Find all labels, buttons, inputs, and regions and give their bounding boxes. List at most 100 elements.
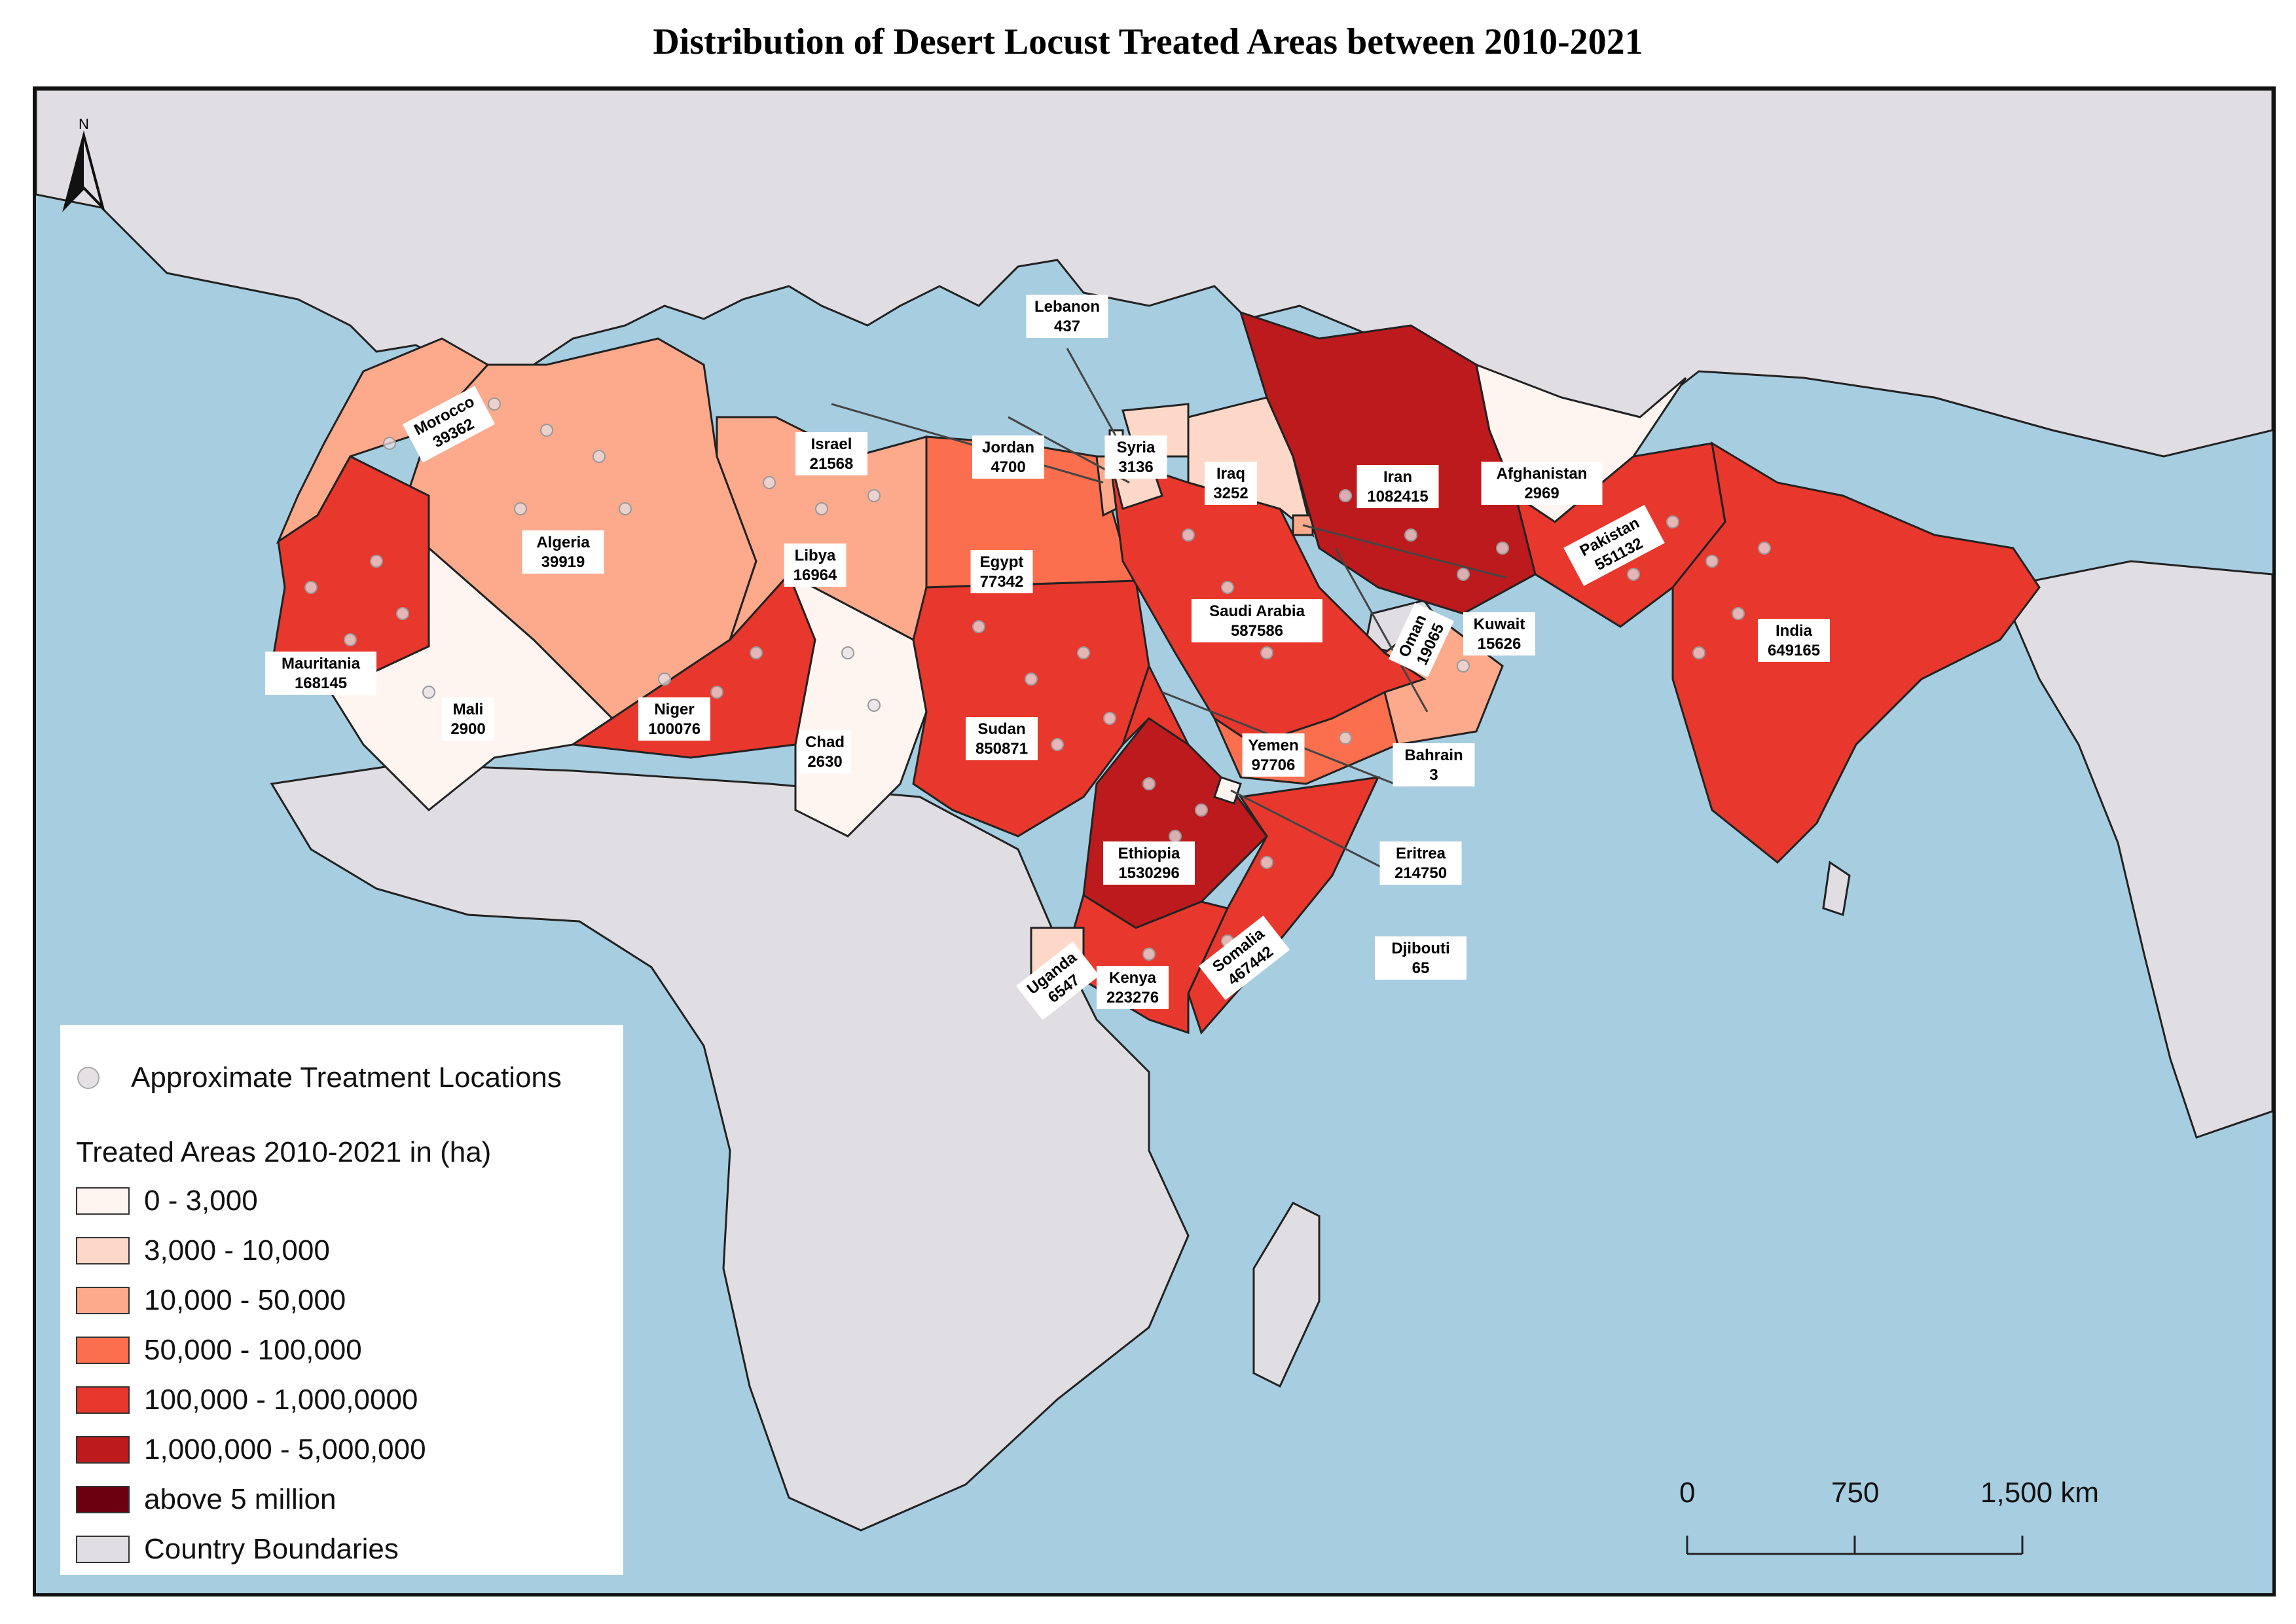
leader-lebanon bbox=[1066, 348, 1118, 437]
treatment-dot bbox=[763, 476, 776, 489]
country-label-syria: Syria 3136 bbox=[1104, 435, 1167, 479]
legend-dots-label: Approximate Treatment Locations bbox=[131, 1061, 562, 1094]
legend-dot-icon bbox=[77, 1067, 100, 1089]
legend-swatch bbox=[76, 1486, 130, 1513]
country-label-saudi-arabia: Saudi Arabia 587586 bbox=[1192, 599, 1322, 642]
legend: Approximate Treatment Locations Treated … bbox=[60, 1025, 623, 1575]
country-india[interactable] bbox=[1671, 441, 2041, 864]
treatment-dot bbox=[422, 686, 435, 699]
treatment-dot bbox=[396, 607, 409, 620]
treatment-dot bbox=[1182, 528, 1195, 542]
country-value: 3252 bbox=[1213, 485, 1248, 502]
treatment-dot bbox=[1103, 712, 1116, 725]
treatment-dot bbox=[1260, 856, 1273, 869]
legend-row-class-1: 3,000 - 10,000 bbox=[76, 1234, 330, 1267]
page-title: Distribution of Desert Locust Treated Ar… bbox=[653, 22, 1643, 62]
country-eritrea[interactable] bbox=[1121, 663, 1191, 748]
treatment-dot bbox=[1705, 555, 1719, 568]
country-value: 587586 bbox=[1231, 622, 1283, 640]
treatment-dot bbox=[1692, 646, 1705, 659]
legend-swatch bbox=[76, 1386, 130, 1414]
country-value: 214750 bbox=[1394, 864, 1447, 882]
treatment-dot bbox=[370, 555, 383, 568]
treatment-dot bbox=[658, 673, 671, 686]
country-name: Egypt bbox=[980, 553, 1024, 571]
country-name: Sudan bbox=[977, 720, 1025, 738]
scale-tick-1500: 1,500 km bbox=[1980, 1477, 2099, 1509]
treatment-dot bbox=[867, 699, 881, 712]
country-label-afghanistan: Afghanistan 2969 bbox=[1481, 462, 1603, 505]
north-label: N bbox=[79, 116, 89, 132]
country-name: Israel bbox=[811, 435, 852, 453]
country-value: 1082415 bbox=[1367, 488, 1428, 506]
country-sudan[interactable] bbox=[912, 580, 1150, 838]
country-name: Jordan bbox=[982, 439, 1034, 456]
legend-swatch bbox=[76, 1536, 130, 1563]
leader-israel bbox=[831, 403, 1104, 484]
treatment-dot bbox=[1666, 515, 1679, 528]
legend-class-label: above 5 million bbox=[144, 1483, 337, 1515]
leader-bahrain bbox=[1334, 547, 1429, 712]
treatment-dot bbox=[1339, 489, 1352, 502]
scale-bar-line bbox=[1686, 1536, 2024, 1555]
legend-row-class-0: 0 - 3,000 bbox=[76, 1185, 258, 1217]
treatment-dot bbox=[1404, 528, 1417, 542]
legend-row-class-5: 1,000,000 - 5,000,000 bbox=[76, 1433, 426, 1466]
treatment-dot bbox=[540, 424, 553, 437]
land-africa-south bbox=[270, 763, 1190, 1532]
country-value: 77342 bbox=[980, 573, 1024, 591]
country-djibouti[interactable] bbox=[1213, 776, 1242, 805]
legend-swatch bbox=[76, 1337, 130, 1364]
treatment-dot bbox=[1051, 738, 1064, 751]
legend-boundaries-label: Country Boundaries bbox=[144, 1533, 399, 1565]
country-name: India bbox=[1776, 622, 1813, 640]
country-label-india: India 649165 bbox=[1758, 619, 1830, 662]
country-value: 2630 bbox=[807, 753, 842, 771]
country-label-kenya: Kenya 223276 bbox=[1097, 966, 1169, 1009]
country-value: 4700 bbox=[991, 458, 1025, 476]
treatment-dot bbox=[344, 633, 357, 646]
country-name: Yemen bbox=[1248, 737, 1298, 754]
leader-kuwait bbox=[1302, 524, 1506, 579]
legend-row-class-4: 100,000 - 1,000,0000 bbox=[76, 1384, 418, 1416]
country-value: 223276 bbox=[1106, 989, 1159, 1006]
country-value: 16964 bbox=[793, 566, 837, 584]
treatment-dot bbox=[592, 450, 606, 463]
country-label-chad: Chad 2630 bbox=[799, 730, 851, 773]
country-label-niger: Niger 100076 bbox=[638, 697, 710, 741]
legend-row-class-2: 10,000 - 50,000 bbox=[76, 1284, 346, 1317]
country-name: Algeria bbox=[536, 534, 590, 551]
country-label-algeria: Algeria 39919 bbox=[522, 530, 604, 574]
treatment-dot bbox=[1221, 581, 1234, 594]
country-label-lebanon: Lebanon 437 bbox=[1026, 295, 1108, 338]
country-value: 2969 bbox=[1524, 485, 1559, 502]
legend-row-boundaries: Country Boundaries bbox=[76, 1533, 399, 1566]
treatment-dot bbox=[710, 686, 723, 699]
treatment-dot bbox=[1457, 659, 1470, 673]
treatment-dot bbox=[815, 502, 828, 515]
country-label-yemen: Yemen 97706 bbox=[1242, 733, 1305, 777]
legend-row-dots: Approximate Treatment Locations bbox=[60, 1061, 562, 1094]
legend-class-label: 3,000 - 10,000 bbox=[144, 1234, 330, 1266]
legend-swatch bbox=[76, 1436, 130, 1464]
leader-lines bbox=[831, 348, 1506, 877]
country-value: 3136 bbox=[1118, 458, 1153, 476]
treatment-dot bbox=[1627, 568, 1640, 581]
country-name: Mauritania bbox=[282, 655, 361, 673]
country-name: Afghanistan bbox=[1497, 465, 1588, 483]
treatment-dot bbox=[514, 502, 527, 515]
country-value: 437 bbox=[1054, 318, 1080, 335]
country-name: Djibouti bbox=[1391, 940, 1449, 957]
legend-class-label: 10,000 - 50,000 bbox=[144, 1284, 346, 1316]
scale-tick-0: 0 bbox=[1679, 1477, 1696, 1509]
country-value: 39919 bbox=[541, 553, 585, 571]
treated-countries bbox=[270, 310, 2041, 1035]
country-mali[interactable] bbox=[329, 545, 614, 812]
country-label-ethiopia: Ethiopia 1530296 bbox=[1103, 841, 1195, 885]
legend-class-label: 0 - 3,000 bbox=[144, 1185, 258, 1217]
country-label-iran: Iran 1082415 bbox=[1357, 465, 1439, 508]
treatment-dot bbox=[383, 437, 396, 450]
